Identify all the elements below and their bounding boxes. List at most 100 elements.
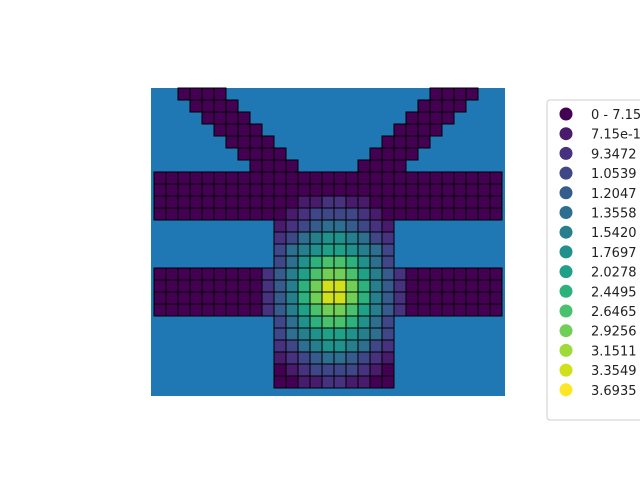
heatmap-cell (273, 219, 287, 233)
heatmap-cell (297, 243, 311, 257)
heatmap-cell (285, 207, 299, 221)
heatmap-cell (381, 327, 395, 341)
heatmap-cell (297, 327, 311, 341)
heatmap-cell (381, 195, 395, 209)
heatmap-cell (333, 291, 347, 305)
heatmap-cell (285, 375, 299, 389)
heatmap-cell (213, 279, 227, 293)
heatmap-cell (237, 147, 251, 161)
heatmap-cell (477, 171, 491, 185)
heatmap-cell (189, 99, 203, 113)
heatmap-cell (477, 303, 491, 317)
heatmap-cell (177, 291, 191, 305)
heatmap-cell (381, 339, 395, 353)
heatmap-cell (357, 351, 371, 365)
heatmap-cell (213, 87, 227, 101)
heatmap-cell (285, 363, 299, 377)
heatmap-cell (249, 303, 263, 317)
heatmap-cell (333, 303, 347, 317)
legend-marker (559, 343, 573, 357)
heatmap-cell (309, 375, 323, 389)
heatmap-cell (213, 183, 227, 197)
heatmap-cell (357, 219, 371, 233)
heatmap-cell (477, 267, 491, 281)
heatmap-cell (333, 267, 347, 281)
heatmap-cell (417, 99, 431, 113)
heatmap-cell (273, 243, 287, 257)
heatmap-cell (261, 207, 275, 221)
heatmap-cell (273, 375, 287, 389)
heatmap-cell (237, 123, 251, 137)
heatmap-cell (225, 279, 239, 293)
heatmap-cell (345, 243, 359, 257)
heatmap-cell (225, 183, 239, 197)
heatmap-cell (369, 195, 383, 209)
heatmap-cell (273, 279, 287, 293)
heatmap-cell (261, 267, 275, 281)
heatmap-cell (333, 327, 347, 341)
heatmap-cell (417, 279, 431, 293)
heatmap-cell (417, 291, 431, 305)
heatmap-cell (285, 327, 299, 341)
legend-marker (559, 324, 573, 338)
heatmap-cell (237, 267, 251, 281)
heatmap-cell (153, 267, 167, 281)
heatmap-cell (405, 267, 419, 281)
legend-marker (559, 383, 573, 397)
heatmap-cell (345, 291, 359, 305)
heatmap-cell (357, 183, 371, 197)
heatmap-cell (165, 195, 179, 209)
heatmap-cell (381, 171, 395, 185)
heatmap-cell (477, 279, 491, 293)
heatmap-cell (393, 291, 407, 305)
heatmap-cell (345, 327, 359, 341)
heatmap-cell (213, 123, 227, 137)
heatmap-cell (357, 231, 371, 245)
heatmap-cell (225, 207, 239, 221)
heatmap-cell (309, 183, 323, 197)
heatmap-cell (441, 195, 455, 209)
heatmap-cell (429, 111, 443, 125)
heatmap-cell (249, 267, 263, 281)
heatmap-cell (393, 171, 407, 185)
heatmap-cell (273, 351, 287, 365)
heatmap-cell (309, 315, 323, 329)
heatmap-cell (297, 291, 311, 305)
heatmap-cell (297, 171, 311, 185)
heatmap-cell (237, 279, 251, 293)
heatmap-cell (273, 315, 287, 329)
heatmap-cell (345, 315, 359, 329)
legend-frame (546, 99, 640, 421)
heatmap-cell (225, 195, 239, 209)
heatmap-cell (453, 171, 467, 185)
heatmap-cell (417, 207, 431, 221)
heatmap-cell (297, 339, 311, 353)
heatmap-cell (489, 279, 503, 293)
heatmap-cell (357, 207, 371, 221)
heatmap-cell (429, 195, 443, 209)
heatmap-cell (297, 183, 311, 197)
heatmap-cell (309, 303, 323, 317)
heatmap-cell (405, 195, 419, 209)
heatmap-cell (369, 207, 383, 221)
heatmap-cell (405, 171, 419, 185)
heatmap-cell (285, 339, 299, 353)
heatmap-cell (381, 279, 395, 293)
heatmap-cell (273, 363, 287, 377)
heatmap-cell (357, 279, 371, 293)
heatmap-cell (381, 363, 395, 377)
heatmap-cell (369, 243, 383, 257)
heatmap-cell (225, 267, 239, 281)
heatmap-cell (489, 207, 503, 221)
legend-label: 3.1511 (591, 344, 637, 359)
heatmap-cell (417, 123, 431, 137)
heatmap-cell (309, 171, 323, 185)
heatmap-cell (177, 195, 191, 209)
heatmap-cell (465, 87, 479, 101)
heatmap-cell (393, 267, 407, 281)
heatmap-cell (393, 159, 407, 173)
legend-marker (559, 225, 573, 239)
heatmap-cell (393, 135, 407, 149)
heatmap-cell (357, 291, 371, 305)
heatmap-cell (369, 279, 383, 293)
